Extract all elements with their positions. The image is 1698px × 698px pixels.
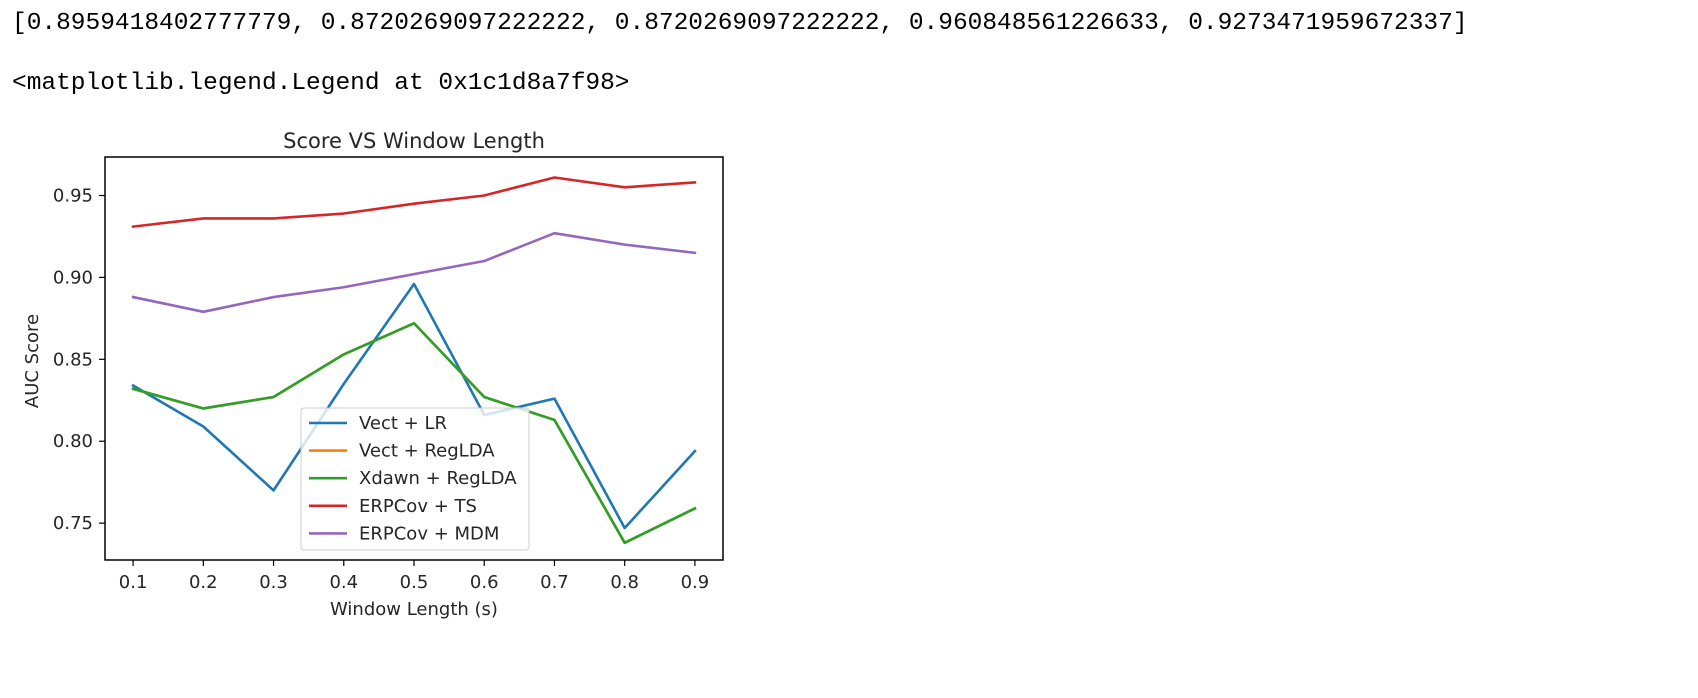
x-tick-label: 0.3 [259, 572, 288, 593]
series-line-erpcov-ts [131, 176, 697, 229]
legend-label: Vect + LR [359, 413, 447, 434]
chart-title: Score VS Window Length [283, 129, 545, 153]
x-tick-label: 0.9 [681, 572, 710, 593]
output-array-line: [0.8959418402777779, 0.8720269097222222,… [12, 10, 1468, 37]
x-tick-label: 0.2 [189, 572, 218, 593]
legend-frame [300, 407, 530, 551]
y-axis-label: AUC Score [22, 314, 43, 408]
x-tick-label: 0.5 [400, 572, 429, 593]
x-tick-label: 0.6 [470, 572, 499, 593]
x-tick-label: 0.1 [119, 572, 148, 593]
output-legend-repr-line: <matplotlib.legend.Legend at 0x1c1d8a7f9… [12, 70, 630, 97]
y-tick-label: 0.80 [53, 431, 93, 452]
y-tick-label: 0.85 [53, 349, 93, 370]
y-tick-label: 0.95 [53, 185, 93, 206]
x-tick-label: 0.7 [540, 572, 569, 593]
legend-label: Vect + RegLDA [359, 441, 495, 462]
x-tick-label: 0.4 [329, 572, 358, 593]
y-tick-label: 0.90 [53, 267, 93, 288]
x-tick-label: 0.8 [610, 572, 639, 593]
legend-label: ERPCov + TS [359, 496, 477, 517]
legend-label: Xdawn + RegLDA [359, 468, 517, 489]
legend: Vect + LR Vect + RegLDA Xdawn + RegLDA ERPC… [300, 407, 530, 551]
x-axis-label: Window Length (s) [330, 599, 498, 620]
plot-layer [131, 176, 697, 545]
series-line-vect-lr [131, 282, 697, 530]
axis-layer: 0.1 0.2 0.3 0.4 0.5 0.6 0.7 0.8 0.9 0.75 0.80 0.85 0… [53, 185, 709, 593]
series-line-erpcov-mdm [131, 231, 697, 314]
series-line-xdawn-reglda [131, 321, 697, 545]
y-tick-label: 0.75 [53, 513, 93, 534]
legend-label: ERPCov + MDM [359, 523, 499, 544]
